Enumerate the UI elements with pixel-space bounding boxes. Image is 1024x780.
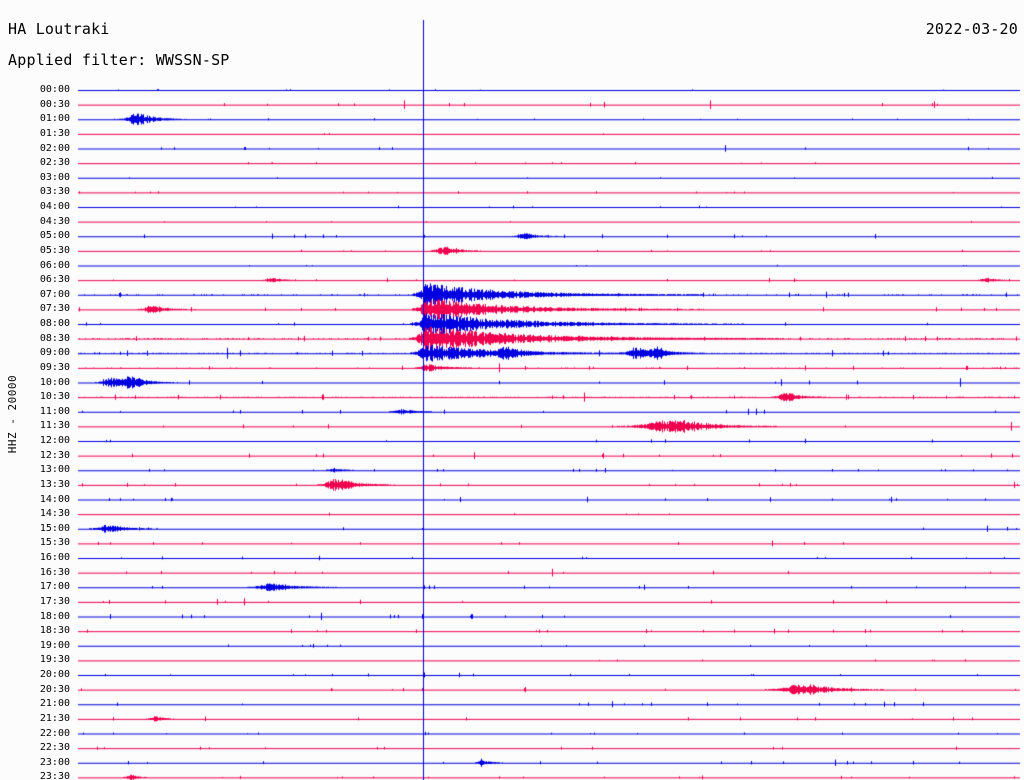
time-label-1400: 14:00: [39, 493, 70, 505]
time-label-0600: 06:00: [39, 259, 70, 271]
time-label-1530: 15:30: [39, 537, 70, 549]
time-label-1930: 19:30: [39, 654, 70, 666]
time-label-0630: 06:30: [39, 274, 70, 286]
time-label-0730: 07:30: [39, 303, 70, 315]
applied-filter-label: Applied filter: WWSSN-SP: [8, 51, 230, 69]
time-label-0400: 04:00: [39, 201, 70, 212]
time-label-1630: 16:30: [39, 566, 70, 578]
page-title: HA Loutraki: [8, 20, 110, 38]
time-label-0130: 01:30: [39, 127, 70, 139]
time-label-0830: 08:30: [39, 332, 70, 344]
time-label-1000: 10:00: [39, 376, 70, 388]
time-label-0230: 02:30: [39, 157, 70, 169]
time-label-0930: 09:30: [39, 361, 70, 373]
time-label-1730: 17:30: [39, 595, 70, 607]
time-label-2300: 23:00: [39, 756, 70, 768]
time-label-0000: 00:00: [39, 84, 70, 95]
time-label-1900: 19:00: [39, 639, 70, 651]
time-label-1600: 16:00: [39, 552, 70, 563]
time-label-2130: 21:30: [39, 712, 70, 724]
time-label-1500: 15:00: [39, 522, 70, 534]
time-label-0530: 05:30: [39, 244, 70, 256]
time-label-0700: 07:00: [39, 288, 70, 300]
time-label-1200: 12:00: [39, 435, 70, 446]
time-label-0100: 01:00: [39, 113, 70, 125]
time-label-0330: 03:30: [39, 186, 70, 198]
time-label-2200: 22:00: [39, 727, 70, 739]
time-label-0300: 03:00: [39, 171, 70, 183]
time-label-1330: 13:30: [39, 478, 70, 490]
time-label-2030: 20:30: [39, 683, 70, 695]
time-label-2230: 22:30: [39, 742, 70, 754]
time-label-0200: 02:00: [39, 142, 70, 154]
time-label-2000: 20:00: [39, 669, 70, 680]
time-label-0900: 09:00: [39, 347, 70, 359]
time-label-0800: 08:00: [39, 318, 70, 329]
time-label-1430: 14:30: [39, 508, 70, 520]
time-label-0030: 00:30: [39, 98, 70, 110]
record-date: 2022-03-20: [925, 20, 1018, 38]
time-label-1130: 11:30: [39, 420, 70, 432]
time-label-1800: 18:00: [39, 610, 70, 622]
time-label-0430: 04:30: [39, 215, 70, 227]
time-label-1830: 18:30: [39, 625, 70, 637]
time-label-1100: 11:00: [39, 405, 70, 417]
time-label-1030: 10:30: [39, 391, 70, 403]
time-label-1230: 12:30: [39, 449, 70, 461]
time-label-1300: 13:00: [39, 464, 70, 476]
time-label-2330: 23:30: [39, 771, 70, 780]
time-label-0500: 05:00: [39, 230, 70, 242]
time-label-2100: 21:00: [39, 698, 70, 710]
time-label-1700: 17:00: [39, 581, 70, 593]
